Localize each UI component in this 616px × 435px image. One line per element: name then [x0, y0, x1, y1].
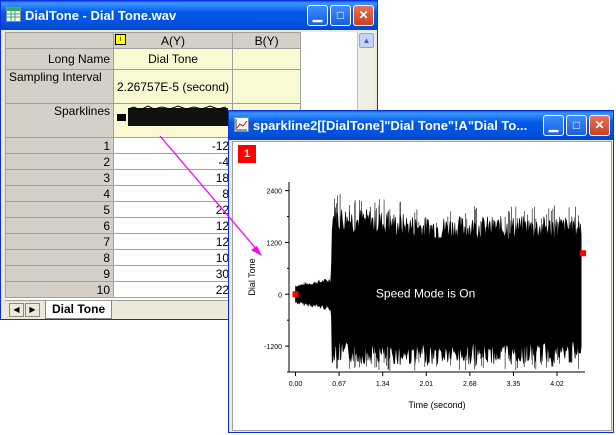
cell-a[interactable]: 22	[112, 281, 234, 298]
cell-a[interactable]: 10	[112, 249, 234, 266]
row-header[interactable]: 6	[5, 217, 114, 234]
sampling-interval-b[interactable]	[232, 69, 302, 104]
cell-a[interactable]: 12	[112, 217, 234, 234]
x-tick-label: 4.02	[550, 381, 564, 388]
maximize-button[interactable]: □	[330, 5, 351, 26]
worksheet-icon	[6, 7, 21, 22]
speed-mode-label: Speed Mode is On	[376, 287, 475, 301]
info-icon: i	[115, 34, 126, 45]
graph-window: sparkline2[[DialTone]"Dial Tone"!A"Dial …	[228, 110, 614, 433]
x-tick-label: 0.67	[332, 381, 346, 388]
row-header[interactable]: 4	[5, 185, 114, 202]
cell-a[interactable]: -4	[112, 153, 234, 170]
y-tick-label: 0	[278, 292, 282, 299]
cell-a[interactable]: 22	[112, 201, 234, 218]
close-button[interactable]: ✕	[589, 115, 610, 136]
sampling-interval-a[interactable]: 2.26757E-5 (second)	[112, 69, 234, 104]
corner-cell[interactable]	[5, 32, 114, 49]
x-tick-label: 0.00	[289, 381, 303, 388]
worksheet-title: DialTone - Dial Tone.wav	[25, 8, 177, 23]
y-axis-title: Dial Tone	[247, 258, 257, 295]
x-tick-label: 2.68	[463, 381, 477, 388]
cell-a[interactable]: -12	[112, 137, 234, 154]
long-name-b[interactable]	[232, 48, 302, 70]
cell-a[interactable]: 8	[112, 185, 234, 202]
minimize-button[interactable]: ▁	[307, 5, 328, 26]
x-tick-label: 2.01	[419, 381, 433, 388]
cell-a[interactable]: 12	[112, 233, 234, 250]
maximize-button[interactable]: □	[566, 115, 587, 136]
column-header-b[interactable]: B(Y)	[232, 32, 302, 49]
row-header[interactable]: 1	[5, 137, 114, 154]
row-header[interactable]: 2	[5, 153, 114, 170]
x-tick-label: 1.34	[376, 381, 390, 388]
graph-icon	[234, 117, 249, 132]
chart-svg[interactable]: -1200 0 1200 2400 0.00 0.67 1.34 2.01 2.68 3.35 4.…	[233, 142, 609, 428]
long-name-a[interactable]: Dial Tone	[112, 48, 234, 70]
graph-title: sparkline2[[DialTone]"Dial Tone"!A"Dial …	[253, 118, 528, 133]
sparkline-thumbnail	[117, 105, 228, 126]
column-header-a[interactable]: i A(Y)	[112, 32, 234, 49]
row-header[interactable]: 9	[5, 265, 114, 282]
y-tick-label: 1200	[266, 240, 282, 247]
label-long-name[interactable]: Long Name	[5, 48, 114, 70]
y-tick-label: -1200	[264, 344, 282, 351]
sparkline-cell-a[interactable]	[112, 103, 234, 138]
y-tick-label: 2400	[266, 189, 282, 196]
worksheet-titlebar[interactable]: DialTone - Dial Tone.wav ▁ □ ✕	[1, 1, 377, 30]
label-sampling-interval[interactable]: Sampling Interval	[5, 69, 114, 104]
tab-next-button[interactable]: ▶	[25, 303, 40, 317]
row-header[interactable]: 10	[5, 281, 114, 298]
graph-page[interactable]: 1 -1200 0 1200 2400 0.00 0.67 1.34 2.01 2.68 3.35…	[232, 141, 612, 431]
minimize-button[interactable]: ▁	[543, 115, 564, 136]
sheet-tab-dial-tone[interactable]: Dial Tone	[45, 301, 113, 319]
row-header[interactable]: 5	[5, 201, 114, 218]
tab-prev-button[interactable]: ◀	[9, 303, 24, 317]
cell-a[interactable]: 18	[112, 169, 234, 186]
row-header[interactable]: 3	[5, 169, 114, 186]
label-sparklines[interactable]: Sparklines	[5, 103, 114, 138]
close-button[interactable]: ✕	[353, 5, 374, 26]
scroll-up-button[interactable]: ▲	[359, 33, 374, 48]
row-header[interactable]: 7	[5, 233, 114, 250]
row-header[interactable]: 8	[5, 249, 114, 266]
end-marker	[292, 291, 299, 298]
graph-titlebar[interactable]: sparkline2[[DialTone]"Dial Tone"!A"Dial …	[229, 111, 613, 140]
x-axis-title: Time (second)	[408, 400, 465, 410]
cell-a[interactable]: 30	[112, 265, 234, 282]
x-tick-label: 3.35	[507, 381, 521, 388]
end-marker	[580, 250, 587, 257]
